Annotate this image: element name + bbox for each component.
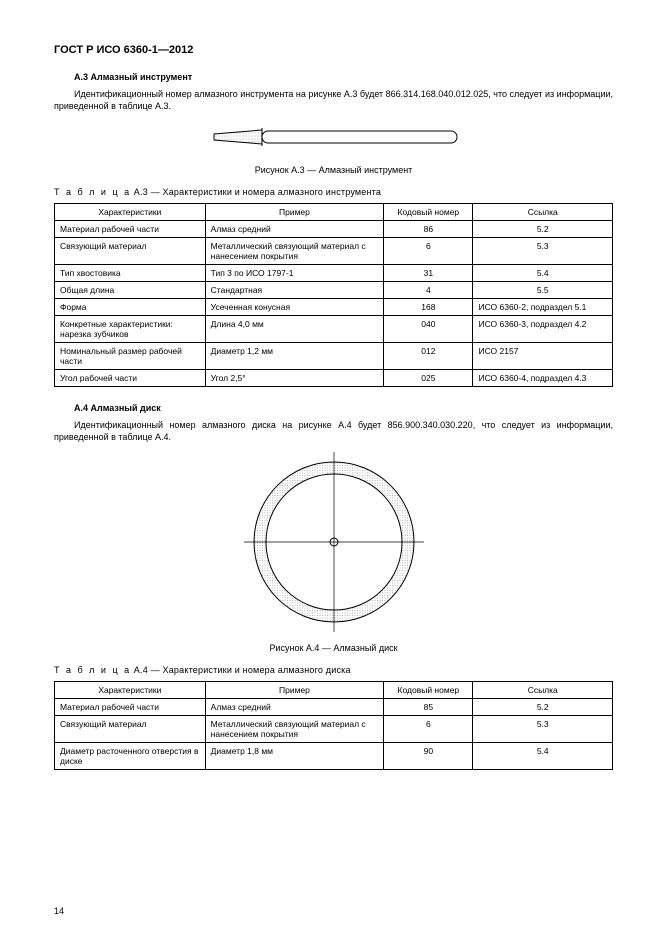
table-cell: 5.3 xyxy=(473,238,613,265)
table-header: Пример xyxy=(205,681,384,698)
table-cell: 85 xyxy=(384,698,473,715)
table-cell: Длина 4,0 мм xyxy=(205,316,384,343)
table-cell: 5.2 xyxy=(473,221,613,238)
diamond-disk-icon xyxy=(244,452,424,632)
table-cell: Общая длина xyxy=(55,282,206,299)
table-header: Пример xyxy=(205,204,384,221)
table-cell: Форма xyxy=(55,299,206,316)
table-cell: Угол рабочей части xyxy=(55,370,206,387)
table-cell: 040 xyxy=(384,316,473,343)
section-a3-paragraph: Идентификационный номер алмазного инстру… xyxy=(54,88,613,112)
table-cell: Материал рабочей части xyxy=(55,221,206,238)
table-cell: 86 xyxy=(384,221,473,238)
table-cell: 5.5 xyxy=(473,282,613,299)
section-a4-paragraph: Идентификационный номер алмазного диска … xyxy=(54,419,613,443)
table-cell: 025 xyxy=(384,370,473,387)
table-row: Номинальный размер рабо­чей частиДиаметр… xyxy=(55,343,613,370)
table-cell: 6 xyxy=(384,715,473,742)
table-row: Общая длинаСтандартная45.5 xyxy=(55,282,613,299)
table-row: Тип хвостовикаТип 3 по ИСО 1797-1315.4 xyxy=(55,265,613,282)
table-cell: Материал рабочей части xyxy=(55,698,206,715)
section-a3-heading: А.3 Алмазный инструмент xyxy=(74,72,613,82)
figure-a4 xyxy=(54,452,613,637)
section-a4-heading: А.4 Алмазный диск xyxy=(74,403,613,413)
table-header: Кодовый номер xyxy=(384,204,473,221)
table-cell: Алмаз средний xyxy=(205,698,384,715)
table-cell: ИСО 6360-4, подраздел 4.3 xyxy=(473,370,613,387)
table-cell: Диаметр 1,2 мм xyxy=(205,343,384,370)
table-cell: 5.2 xyxy=(473,698,613,715)
table-header: Характеристики xyxy=(55,681,206,698)
table-row: Материал рабочей частиАлмаз средний855.2 xyxy=(55,698,613,715)
table-cell: Связующий материал xyxy=(55,238,206,265)
table-a4: ХарактеристикиПримерКодовый номерСсылка … xyxy=(54,681,613,770)
table-cell: Конкретные характеристики: нарезка зубчи… xyxy=(55,316,206,343)
figure-a3-caption: Рисунок А.3 — Алмазный инструмент xyxy=(54,165,613,175)
table-cell: Тип 3 по ИСО 1797-1 xyxy=(205,265,384,282)
table-cell: Тип хвостовика xyxy=(55,265,206,282)
table-cell: Диаметр 1,8 мм xyxy=(205,742,384,769)
diamond-instrument-icon xyxy=(194,120,474,154)
table-row: ФормаУсеченная конусная168ИСО 6360-2, по… xyxy=(55,299,613,316)
table-header: Кодовый номер xyxy=(384,681,473,698)
table-row: Связующий материалМеталлический связующи… xyxy=(55,238,613,265)
table-cell: Номинальный размер рабо­чей части xyxy=(55,343,206,370)
table-cell: Металлический связующий ма­териал с нане… xyxy=(205,715,384,742)
page-number: 14 xyxy=(54,906,64,916)
table-a3: ХарактеристикиПримерКодовый номерСсылка … xyxy=(54,203,613,387)
table-cell: 5.4 xyxy=(473,265,613,282)
table-header: Ссылка xyxy=(473,681,613,698)
table-header: Характеристики xyxy=(55,204,206,221)
table-row: Угол рабочей частиУгол 2,5°025ИСО 6360-4… xyxy=(55,370,613,387)
table-cell: 31 xyxy=(384,265,473,282)
figure-a4-caption: Рисунок А.4 — Алмазный диск xyxy=(54,643,613,653)
table-cell: Стандартная xyxy=(205,282,384,299)
table-cell: 5.4 xyxy=(473,742,613,769)
table-cell: Угол 2,5° xyxy=(205,370,384,387)
document-title: ГОСТ Р ИСО 6360-1—2012 xyxy=(54,44,613,56)
table-cell: ИСО 2157 xyxy=(473,343,613,370)
table-cell: Связующий материал xyxy=(55,715,206,742)
table-row: Диаметр расточенного от­верстия в дискеД… xyxy=(55,742,613,769)
table-cell: 012 xyxy=(384,343,473,370)
table-cell: 4 xyxy=(384,282,473,299)
table-cell: Диаметр расточенного от­верстия в диске xyxy=(55,742,206,769)
table-cell: ИСО 6360-2, подраздел 5.1 xyxy=(473,299,613,316)
table-cell: 168 xyxy=(384,299,473,316)
table-a4-caption: Т а б л и ц а А.4 — Характеристики и ном… xyxy=(54,665,613,675)
table-row: Материал рабочей частиАлмаз средний865.2 xyxy=(55,221,613,238)
table-a3-caption: Т а б л и ц а А.3 — Характеристики и ном… xyxy=(54,187,613,197)
table-cell: Металлический связующий материал с нанес… xyxy=(205,238,384,265)
table-cell: 5.3 xyxy=(473,715,613,742)
table-cell: Алмаз средний xyxy=(205,221,384,238)
table-cell: Усеченная конусная xyxy=(205,299,384,316)
table-cell: 90 xyxy=(384,742,473,769)
table-cell: ИСО 6360-3, подраздел 4.2 xyxy=(473,316,613,343)
figure-a3 xyxy=(54,120,613,159)
table-cell: 6 xyxy=(384,238,473,265)
table-row: Конкретные характеристики: нарезка зубчи… xyxy=(55,316,613,343)
table-header: Ссылка xyxy=(473,204,613,221)
table-row: Связующий материалМеталлический связующи… xyxy=(55,715,613,742)
